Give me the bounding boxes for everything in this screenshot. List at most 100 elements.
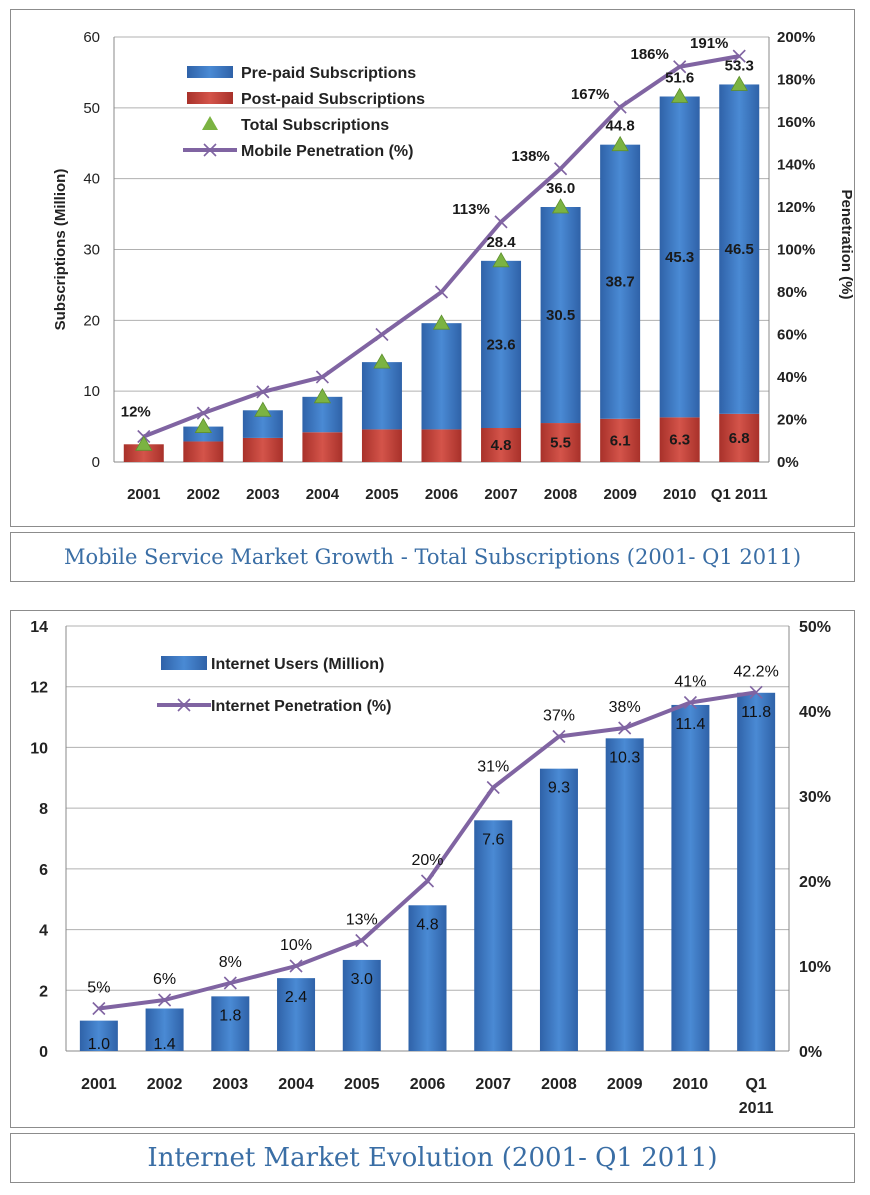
y2-axis-title: Penetration (%) [838, 189, 855, 299]
mobile-subscriptions-plot: 0 10 20 30 40 50 60 0% 20% 40% 60% 80% 100% 120% 140% 1… [52, 29, 855, 503]
prepaid-value-label: 45.3 [665, 249, 694, 266]
internet-penetration-value-label: 42.2% [733, 663, 778, 680]
y-tick-label: 30 [83, 242, 100, 259]
internet-users-value-label: 11.8 [741, 704, 771, 721]
penetration-value-label: 167% [571, 86, 609, 103]
internet-users-value-label: 1.0 [88, 1036, 110, 1053]
internet-penetration-value-label: 13% [346, 912, 378, 929]
prepaid-bar [659, 96, 700, 418]
y2-tick-label: 0% [777, 454, 799, 471]
penetration-value-label: 113% [452, 201, 490, 218]
prepaid-bar [421, 323, 462, 430]
y2-tick-label: 200% [777, 29, 815, 46]
y-tick-label: 10 [83, 383, 100, 400]
mobile-subscriptions-chart: 0 10 20 30 40 50 60 0% 20% 40% 60% 80% 100% 120% 140% 1… [10, 9, 855, 527]
x-tick-label: 2009 [603, 486, 636, 503]
y-tick-label: 60 [83, 29, 100, 46]
total-subscriptions-marker [313, 388, 332, 404]
prepaid-bar [361, 362, 402, 430]
total-subscriptions-marker [373, 353, 391, 369]
internet-users-value-label: 10.3 [609, 749, 640, 766]
x-tick-label: 2006 [425, 486, 458, 503]
y2-tick-label: 10% [799, 959, 831, 976]
internet-users-bar [539, 768, 578, 1051]
internet-penetration-value-label: 41% [674, 674, 706, 691]
internet-chart-caption: Internet Market Evolution (2001- Q1 2011… [10, 1133, 855, 1183]
postpaid-value-label: 5.5 [550, 435, 571, 452]
prepaid-value-label: 23.6 [486, 336, 515, 353]
internet-users-value-label: 1.8 [219, 1007, 241, 1024]
y2-tick-label: 30% [799, 789, 831, 806]
internet-users-value-label: 7.6 [482, 831, 504, 848]
postpaid-bar [183, 441, 224, 462]
total-value-label: 53.3 [725, 57, 754, 74]
legend-swatch-marker [177, 698, 191, 712]
internet-users-value-label: 9.3 [548, 780, 570, 797]
x-tick-label: 2003 [213, 1076, 249, 1093]
y2-tick-label: 140% [777, 157, 815, 174]
internet-users-bar [79, 1020, 118, 1051]
total-subscriptions-marker [254, 401, 272, 417]
x-tick-label: 2001 [127, 486, 160, 503]
internet-penetration-value-label: 38% [609, 699, 641, 716]
y-tick-label: 12 [30, 680, 48, 697]
legend-swatch [161, 656, 207, 670]
total-value-label: 28.4 [486, 234, 516, 251]
x-tick-label: 2004 [306, 486, 340, 503]
internet-users-chart: 0 2 4 6 8 10 12 14 0% 10% 20% 30% 40% 50% 2001 2002 2003… [10, 610, 855, 1128]
penetration-point [613, 100, 627, 114]
internet-penetration-point [749, 685, 763, 699]
y2-tick-label: 80% [777, 284, 807, 301]
x-tick-label: 2006 [410, 1076, 446, 1093]
y2-tick-label: 20% [799, 874, 831, 891]
penetration-point [494, 215, 508, 229]
penetration-point [434, 285, 449, 299]
internet-users-value-label: 1.4 [153, 1036, 175, 1053]
internet-users-bar [145, 1008, 184, 1051]
x-tick-label: 2009 [607, 1076, 643, 1093]
prepaid-value-label: 46.5 [725, 241, 754, 258]
x-tick-label: 2003 [246, 486, 279, 503]
internet-penetration-point [355, 933, 369, 948]
total-value-label: 44.8 [606, 118, 635, 135]
total-subscriptions-marker [551, 198, 570, 214]
internet-users-value-label: 4.8 [416, 916, 438, 933]
internet-penetration-point [92, 1001, 106, 1016]
x-tick-label: 2005 [344, 1076, 380, 1093]
penetration-point [554, 162, 568, 176]
legend-swatch [187, 66, 233, 78]
x-tick-label: 2008 [544, 486, 577, 503]
legend-label: Mobile Penetration (%) [241, 143, 413, 160]
y-tick-label: 50 [83, 100, 100, 117]
x-tick-label: Q1 [745, 1076, 766, 1093]
y2-tick-label: 120% [777, 199, 815, 216]
internet-penetration-value-label: 8% [219, 954, 242, 971]
postpaid-value-label: 4.8 [491, 437, 512, 454]
postpaid-bar [242, 437, 283, 462]
postpaid-bar [600, 418, 641, 462]
x-tick-label: 2010 [663, 486, 696, 503]
penetration-value-label: 12% [121, 404, 151, 421]
internet-users-value-label: 3.0 [351, 971, 373, 988]
y-tick-label: 20 [83, 312, 100, 329]
postpaid-bar [123, 444, 164, 462]
y-tick-label: 40 [83, 171, 100, 188]
postpaid-bar [302, 432, 343, 462]
internet-users-bar [737, 692, 776, 1051]
total-subscriptions-marker [492, 252, 510, 268]
postpaid-value-label: 6.3 [669, 432, 690, 449]
internet-penetration-point [618, 721, 632, 735]
internet-users-value-label: 2.4 [285, 989, 307, 1006]
postpaid-bar [659, 417, 700, 462]
x-tick-label: 2010 [673, 1076, 709, 1093]
x-tick-label: 2005 [365, 486, 398, 503]
legend-label: Pre-paid Subscriptions [241, 65, 416, 82]
x-tick-label: Q1 2011 [711, 486, 768, 503]
internet-penetration-value-label: 37% [543, 708, 575, 725]
postpaid-value-label: 6.8 [729, 430, 750, 447]
prepaid-bar [183, 426, 224, 442]
penetration-value-label: 138% [511, 148, 549, 165]
internet-users-bar [474, 820, 513, 1051]
prepaid-bar [600, 144, 641, 419]
x-tick-label: 2008 [541, 1076, 577, 1093]
